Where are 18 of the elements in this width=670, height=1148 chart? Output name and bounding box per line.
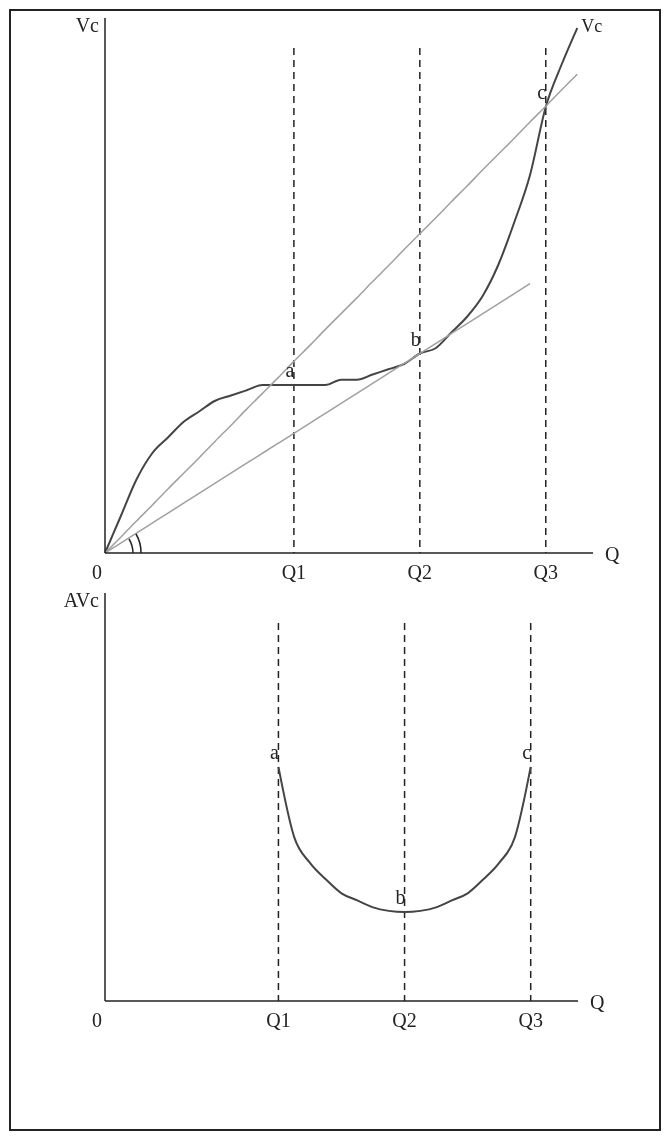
x-axis-title: Q bbox=[590, 991, 605, 1013]
annotation: c bbox=[537, 80, 547, 103]
x-axis-title: Q bbox=[605, 543, 620, 565]
x-tick-label: Q2 bbox=[407, 561, 433, 583]
annotation: a bbox=[269, 740, 279, 763]
y-axis-title: Vc bbox=[75, 14, 100, 36]
x-tick-label: Q1 bbox=[266, 1009, 291, 1031]
x-tick-label: 0 bbox=[92, 1009, 102, 1031]
annotation: c bbox=[522, 740, 532, 763]
annotation: b bbox=[410, 327, 421, 350]
x-tick-label: 0 bbox=[92, 561, 102, 583]
x-tick-label: Q3 bbox=[518, 1009, 543, 1031]
annotation: a bbox=[285, 359, 295, 381]
y-axis-title: AVc bbox=[63, 589, 100, 611]
series-label: Vc bbox=[581, 16, 603, 36]
x-tick-label: Q2 bbox=[392, 1009, 417, 1031]
x-tick-label: Q1 bbox=[281, 561, 307, 583]
x-tick-label: Q3 bbox=[533, 561, 558, 583]
